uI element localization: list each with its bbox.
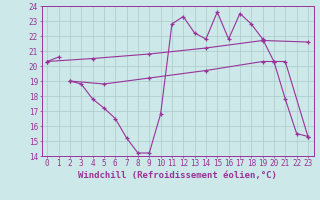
X-axis label: Windchill (Refroidissement éolien,°C): Windchill (Refroidissement éolien,°C) bbox=[78, 171, 277, 180]
